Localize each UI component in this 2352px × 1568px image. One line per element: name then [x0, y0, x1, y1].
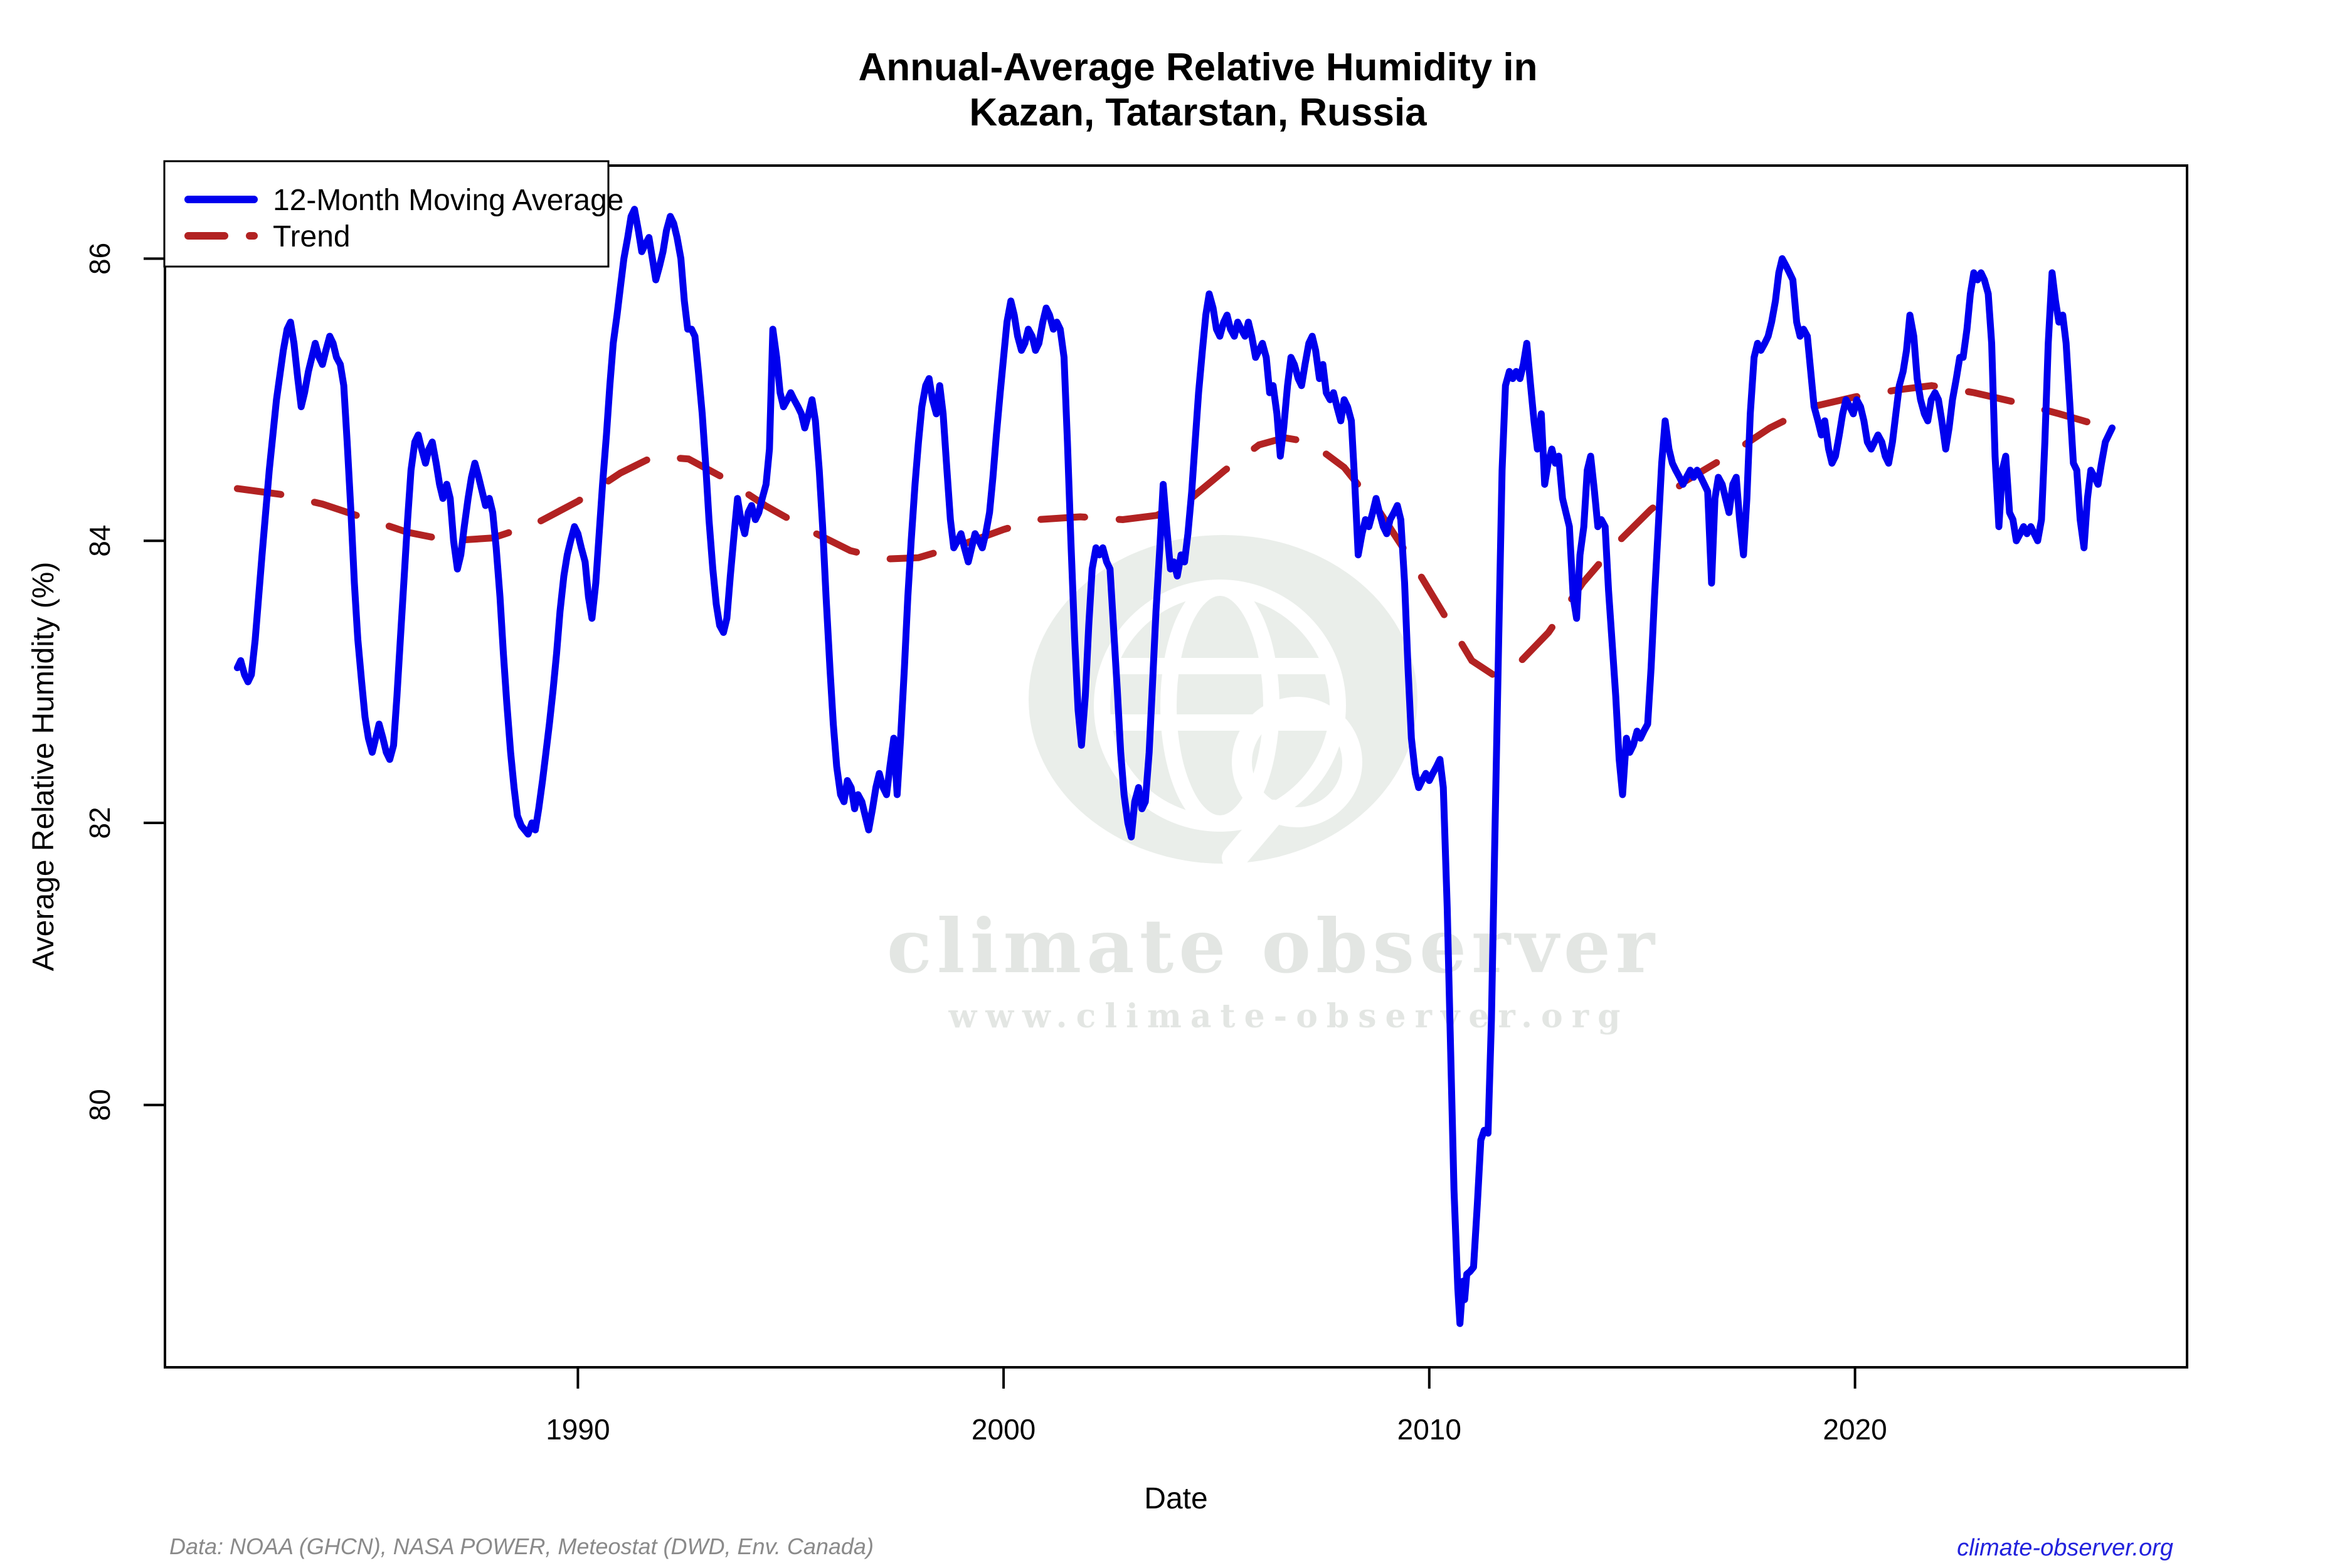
legend-label-trend: Trend — [273, 220, 351, 253]
x-tick-label: 2010 — [1397, 1413, 1461, 1446]
moving-average-line — [233, 206, 2116, 1327]
y-tick-label: 80 — [83, 1089, 116, 1121]
y-axis-ticks: 80 82 84 86 — [83, 243, 165, 1121]
y-tick-label: 82 — [83, 807, 116, 839]
legend-label-moving-average: 12-Month Moving Average — [273, 184, 623, 217]
x-tick-label: 2020 — [1823, 1413, 1887, 1446]
x-axis-ticks: 1990 2000 2010 2020 — [546, 1367, 1887, 1446]
y-tick-label: 86 — [83, 243, 116, 275]
plot-border — [164, 164, 2188, 1369]
y-tick-label: 84 — [83, 525, 116, 557]
chart-title-line1: Annual-Average Relative Humidity in — [859, 46, 1538, 89]
y-axis-label: Average Relative Humidity (%) — [27, 562, 60, 972]
site-link[interactable]: climate-observer.org — [1957, 1535, 2173, 1561]
legend-box — [163, 160, 610, 268]
chart-title-line2: Kazan, Tatarstan, Russia — [969, 91, 1427, 134]
data-source-note: Data: NOAA (GHCN), NASA POWER, Meteostat… — [169, 1534, 874, 1559]
x-tick-label: 1990 — [546, 1413, 610, 1446]
x-tick-label: 2000 — [972, 1413, 1036, 1446]
watermark-url: www.climate-observer.org — [948, 997, 1629, 1036]
watermark-text: climate observer — [887, 903, 1660, 990]
x-axis-label: Date — [1144, 1482, 1207, 1515]
legend: 12-Month Moving Average Trend — [163, 160, 623, 268]
